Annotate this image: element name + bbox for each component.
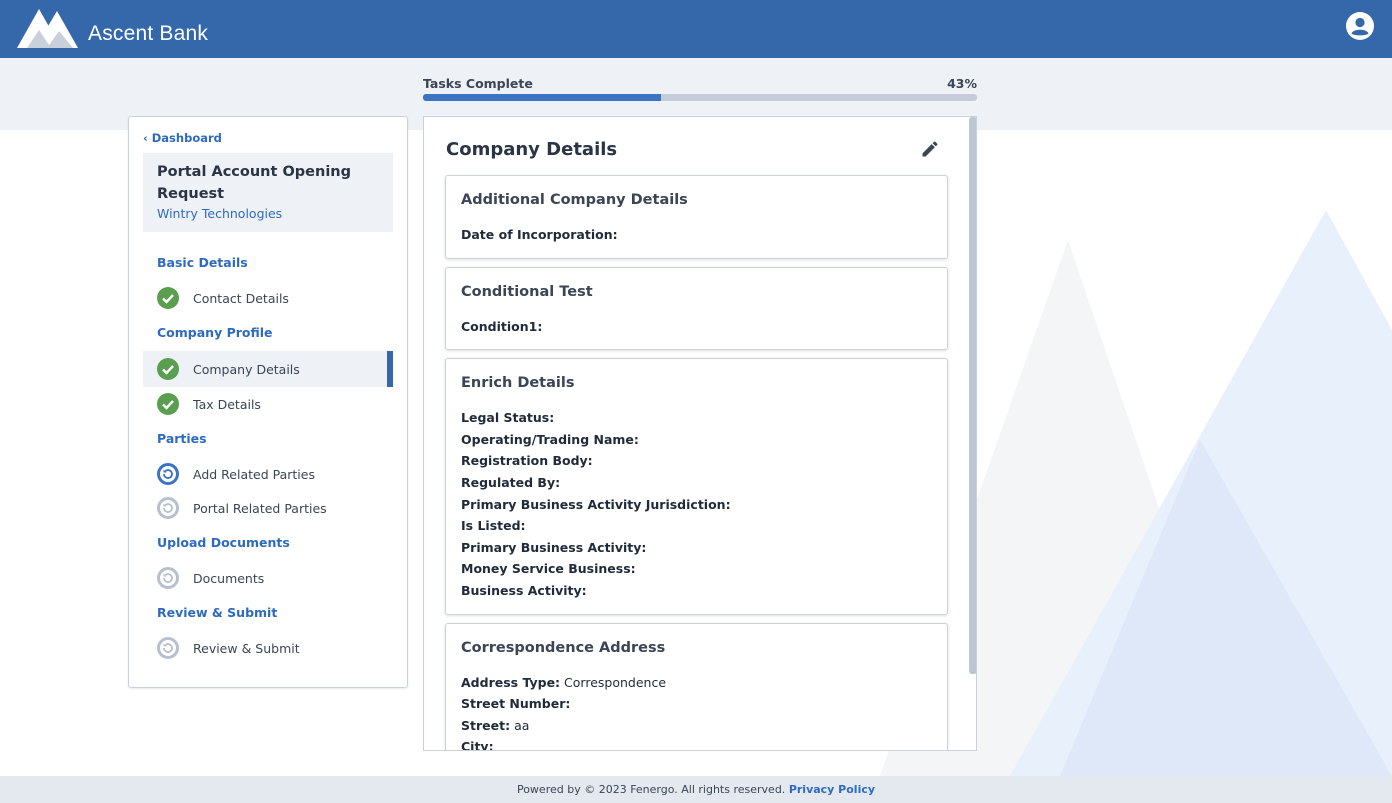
field-label: Business Activity: bbox=[461, 582, 587, 598]
sidebar: ‹ Dashboard Portal Account Opening Reque… bbox=[128, 116, 408, 688]
nav-item[interactable]: Portal Related Parties bbox=[143, 491, 393, 525]
nav-item[interactable]: Add Related Parties bbox=[143, 457, 393, 491]
main-title: Company Details bbox=[446, 139, 618, 160]
nav-section: Basic Details bbox=[157, 255, 248, 270]
nav-section: Review & Submit bbox=[157, 605, 278, 620]
card: Enrich Details Legal Status: Operating/Tra… bbox=[445, 358, 948, 615]
card-title: Correspondence Address bbox=[461, 639, 666, 656]
field: Regulated By: bbox=[461, 472, 932, 494]
field-label: Registration Body: bbox=[461, 453, 593, 469]
field-label: Legal Status: bbox=[461, 410, 555, 426]
field-value: Correspondence bbox=[564, 674, 667, 690]
nav-section: Upload Documents bbox=[157, 535, 290, 550]
field-label: Street: bbox=[461, 717, 511, 733]
header: Ascent Bank bbox=[0, 0, 1392, 58]
nav-item-label: Tax Details bbox=[193, 396, 261, 412]
field: Money Service Business: bbox=[461, 558, 932, 580]
nav-item[interactable]: Documents bbox=[143, 561, 393, 595]
nav-item-label: Review & Submit bbox=[193, 640, 300, 656]
nav-item[interactable]: Company Details bbox=[143, 351, 393, 387]
progress-fill bbox=[423, 94, 662, 101]
field: Primary Business Activity: bbox=[461, 537, 932, 559]
field-label: Money Service Business: bbox=[461, 561, 636, 577]
field-label: Date of Incorporation: bbox=[461, 227, 618, 242]
edit-button[interactable] bbox=[920, 139, 940, 159]
field-label: City: bbox=[461, 739, 494, 751]
field: Registration Body: bbox=[461, 450, 932, 472]
field: Condition1: bbox=[461, 316, 932, 338]
field: Address Type: Correspondence bbox=[461, 672, 932, 694]
nav-item-label: Portal Related Parties bbox=[193, 500, 327, 516]
footer-text: Powered by © 2023 Fenergo. All rights re… bbox=[516, 783, 786, 796]
field-label: Condition1: bbox=[461, 318, 543, 334]
nav-item-label: Documents bbox=[193, 570, 265, 586]
field: Operating/Trading Name: bbox=[461, 429, 932, 451]
field-label: Address Type: bbox=[461, 674, 561, 690]
field-value: aa bbox=[514, 717, 530, 733]
nav-section: Company Profile bbox=[157, 325, 273, 340]
request-box: Portal Account Opening Request Wintry Te… bbox=[143, 153, 393, 232]
nav-section: Parties bbox=[157, 431, 207, 446]
status-icon bbox=[157, 393, 179, 415]
field: City: bbox=[461, 736, 932, 751]
nav-item[interactable]: Contact Details bbox=[143, 281, 393, 315]
progress-label: Tasks Complete bbox=[423, 76, 533, 91]
cards: Additional Company Details Date of Incorp… bbox=[445, 175, 948, 751]
nav-item[interactable]: Review & Submit bbox=[143, 631, 393, 665]
field-label: Operating/Trading Name: bbox=[461, 431, 639, 447]
status-icon bbox=[157, 287, 179, 309]
card: Conditional Test Condition1: bbox=[445, 266, 948, 351]
nav: Basic Details Contact Details Company Prof… bbox=[143, 245, 393, 665]
back-link[interactable]: ‹ Dashboard bbox=[143, 131, 222, 145]
status-icon bbox=[157, 463, 179, 485]
field: Street: aa bbox=[461, 715, 932, 737]
field: Business Activity: bbox=[461, 580, 932, 602]
field: Date of Incorporation: bbox=[461, 224, 932, 246]
user-icon[interactable] bbox=[1346, 12, 1374, 40]
field-label: Primary Business Activity Jurisdiction: bbox=[461, 496, 731, 512]
progress-track bbox=[423, 94, 977, 101]
nav-item-label: Contact Details bbox=[193, 290, 289, 306]
field-label: Is Listed: bbox=[461, 518, 526, 534]
status-icon bbox=[157, 637, 179, 659]
status-icon bbox=[157, 497, 179, 519]
card-title: Conditional Test bbox=[461, 283, 593, 300]
request-title: Portal Account Opening Request bbox=[157, 164, 352, 202]
privacy-link[interactable]: Privacy Policy bbox=[788, 783, 876, 796]
status-icon bbox=[157, 358, 179, 380]
field: Legal Status: bbox=[461, 407, 932, 429]
field: Primary Business Activity Jurisdiction: bbox=[461, 494, 932, 516]
logo bbox=[17, 9, 78, 48]
footer: Powered by © 2023 Fenergo. All rights re… bbox=[0, 776, 1392, 803]
status-icon bbox=[157, 567, 179, 589]
main-panel: Company Details Additional Company Detai… bbox=[423, 116, 977, 751]
brand: Ascent Bank bbox=[88, 22, 209, 45]
company-name: Wintry Technologies bbox=[157, 206, 283, 221]
field: Is Listed: bbox=[461, 515, 932, 537]
field: Street Number: bbox=[461, 693, 932, 715]
nav-item-label: Add Related Parties bbox=[193, 466, 315, 482]
card-title: Enrich Details bbox=[461, 375, 575, 392]
card-title: Additional Company Details bbox=[461, 192, 688, 208]
back-text: Dashboard bbox=[151, 131, 222, 145]
nav-item-label: Company Details bbox=[193, 361, 300, 377]
nav-item[interactable]: Tax Details bbox=[143, 387, 393, 421]
card: Correspondence Address Address Type: Corr… bbox=[445, 622, 948, 751]
field-label: Regulated By: bbox=[461, 474, 561, 490]
progress-value: 43% bbox=[947, 76, 977, 91]
card: Additional Company Details Date of Incorp… bbox=[445, 175, 948, 259]
field-label: Primary Business Activity: bbox=[461, 539, 647, 555]
field-label: Street Number: bbox=[461, 696, 571, 712]
scrollbar[interactable] bbox=[969, 117, 976, 674]
